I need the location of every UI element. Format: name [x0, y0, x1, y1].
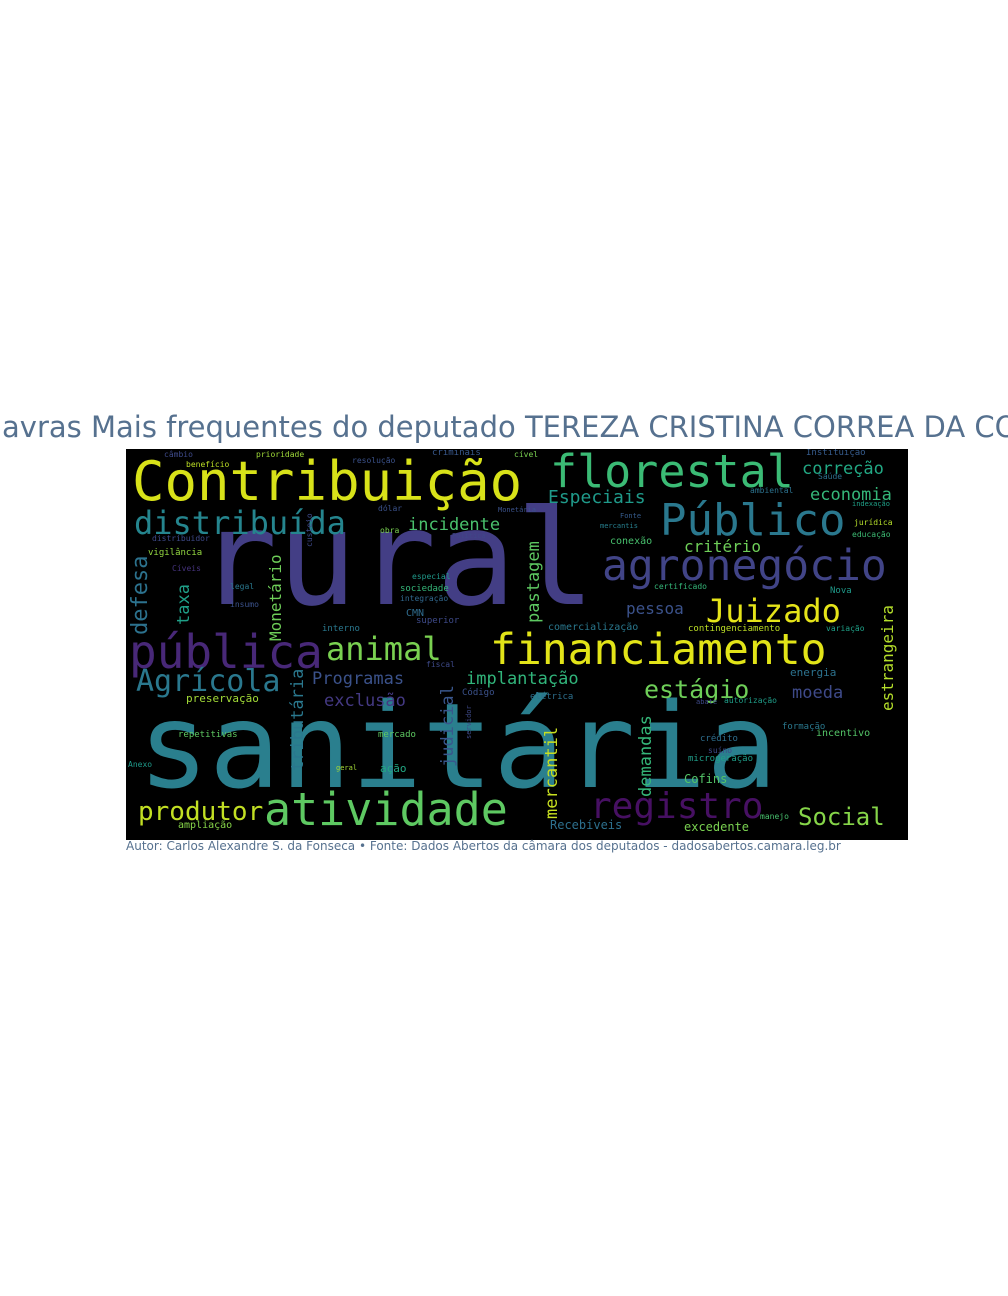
word-especiais: Especiais: [548, 487, 646, 508]
word-registro: registro: [590, 786, 764, 827]
word-criterio: critério: [684, 537, 762, 556]
word-moeda: moeda: [792, 683, 844, 703]
word-economia: economia: [810, 485, 892, 505]
word-energia: energia: [790, 666, 837, 679]
word-resolucao: resolução: [352, 456, 396, 465]
word-custeio: custeio: [305, 513, 314, 547]
word-distribuidor: distribuidor: [152, 534, 210, 543]
word-interno: interno: [322, 624, 360, 634]
word-incentivo: incentivo: [816, 728, 871, 739]
word-cofins: Cofins: [684, 772, 728, 786]
word-pessoa: pessoa: [626, 599, 684, 618]
word-civel: cível: [514, 450, 539, 459]
word-animal: animal: [326, 630, 442, 668]
word-superior: superior: [416, 616, 460, 626]
word-nova: Nova: [830, 586, 852, 596]
word-politica: Política: [452, 532, 486, 540]
word-contingenciamento: contingenciamento: [688, 624, 781, 634]
word-criminais: criminais: [432, 449, 481, 458]
word-dolar: dólar: [378, 504, 403, 513]
word-pastagem: pastagem: [524, 541, 544, 623]
word-correcao: correção: [802, 459, 884, 479]
word-mercantis: mercantis: [600, 522, 638, 530]
word-cambio: câmbio: [164, 450, 193, 459]
word-acao: ação: [380, 762, 407, 775]
word-eletrica: elétrica: [530, 692, 574, 702]
word-suino: suíno: [708, 746, 733, 755]
word-programas: Programas: [312, 669, 405, 689]
word-credito: crédito: [700, 734, 738, 744]
word-servidor: servidor: [465, 705, 473, 739]
word-variacao: variação: [826, 624, 865, 633]
word-ampliacao: ampliação: [178, 820, 233, 831]
word-recebiveis: Recebíveis: [550, 818, 623, 832]
word-obra: obra: [380, 526, 400, 535]
word-atividade: atividade: [264, 783, 508, 836]
word-vigilancia: vigilância: [148, 548, 203, 558]
chart-title: Palavras Mais frequentes do deputado TER…: [0, 410, 1008, 444]
word-beneficio: benefício: [186, 460, 230, 469]
word-cloud: sanitária rural Contribuição florestal f…: [126, 449, 908, 840]
word-contribuicao: Contribuição: [132, 450, 523, 513]
word-estrangeira: estrangeira: [878, 605, 897, 711]
word-monetario: Monetário: [266, 554, 285, 641]
word-juridica: jurídica: [854, 518, 893, 527]
word-fiscal: fiscal: [426, 660, 455, 669]
word-prioridade: prioridade: [256, 450, 305, 459]
word-excedente: excedente: [684, 820, 750, 834]
word-incidente: incidente: [408, 515, 501, 535]
word-cmn: CMN: [406, 608, 425, 619]
word-repetitivas: repetitivas: [178, 730, 238, 740]
word-insumo: insumo: [230, 600, 259, 609]
word-financiamento: financiamento: [490, 625, 827, 675]
word-codigo: Código: [462, 688, 495, 698]
word-legal: legal: [230, 582, 255, 591]
word-microgeracao: microgeração: [688, 754, 754, 764]
word-indexacao: indexação: [852, 500, 890, 508]
word-certificado: certificado: [654, 582, 707, 591]
word-educacao: educação: [852, 530, 891, 539]
word-agronegocio: agronegócio: [602, 541, 887, 591]
word-distribuida: distribuída: [134, 504, 346, 542]
word-monetaria: Monetária: [498, 506, 536, 514]
word-saude: Saúde: [818, 472, 843, 481]
word-anexo: Anexo: [128, 760, 153, 769]
word-conexao: conexão: [610, 536, 653, 547]
word-implantacao: implantação: [466, 669, 579, 689]
word-preservacao: preservação: [186, 692, 259, 705]
word-autorizacao: autorização: [724, 696, 777, 705]
word-demandas: demandas: [636, 715, 656, 797]
footer-credit: Autor: Carlos Alexandre S. da Fonseca • …: [126, 839, 841, 853]
word-mercado: mercado: [378, 730, 416, 740]
word-comercializacao: comercialização: [548, 622, 639, 633]
word-publica: pública: [129, 625, 323, 679]
word-produtor: produtor: [138, 797, 264, 827]
word-social: Social: [798, 803, 885, 831]
word-tributaria: tributária: [288, 668, 308, 771]
word-ambiental: ambiental: [750, 486, 794, 495]
word-defesa: defesa: [128, 555, 153, 635]
word-geral: geral: [336, 764, 358, 772]
word-agricola: Agrícola: [136, 664, 281, 699]
word-florestal: florestal: [550, 449, 794, 498]
word-mercantil: mercantil: [542, 726, 562, 819]
word-instituicao: Instituição: [806, 449, 866, 458]
word-publico: Público: [660, 495, 846, 546]
word-rural: rural: [198, 482, 596, 636]
word-fonte: Fonte: [620, 512, 642, 520]
word-formacao: formação: [782, 722, 826, 732]
word-especial: especial: [412, 572, 451, 581]
word-sanitaria: sanitária: [138, 677, 778, 815]
word-integracao: integração: [400, 594, 449, 603]
word-civeis: Cíveis: [172, 564, 201, 573]
word-exclusao: exclusão: [324, 691, 406, 711]
word-abate: abate: [696, 698, 718, 706]
word-judicial: judicial: [438, 685, 458, 767]
word-estagio: estágio: [644, 675, 750, 704]
word-juizado: Juizado: [706, 592, 841, 630]
word-sociedade: sociedade: [400, 584, 449, 594]
word-manejo: manejo: [760, 812, 789, 821]
word-taxa: taxa: [174, 584, 194, 625]
